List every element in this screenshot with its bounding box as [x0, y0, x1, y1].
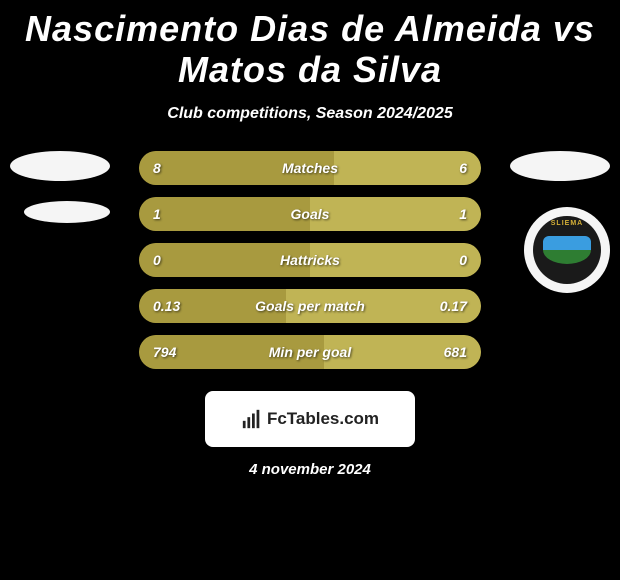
stat-value-right: 0 — [459, 252, 467, 268]
club-right-badge: SLIEMA — [533, 216, 601, 284]
stat-label: Min per goal — [269, 344, 351, 360]
subtitle: Club competitions, Season 2024/2025 — [0, 105, 620, 123]
stat-value-left: 1 — [153, 206, 161, 222]
stat-bar: 794 Min per goal 681 — [139, 335, 481, 369]
club-right-badge-holder: SLIEMA — [524, 207, 610, 293]
stat-value-right: 681 — [444, 344, 467, 360]
stat-value-left: 8 — [153, 160, 161, 176]
brand-badge[interactable]: FcTables.com — [205, 391, 415, 447]
stat-value-left: 0.13 — [153, 298, 180, 314]
brand-text: FcTables.com — [267, 409, 379, 429]
stat-label: Goals per match — [255, 298, 365, 314]
club-left-placeholder — [24, 201, 110, 223]
stat-bar: 8 Matches 6 — [139, 151, 481, 185]
stat-label: Matches — [282, 160, 338, 176]
player-right-avatar-placeholder — [510, 151, 610, 181]
player-left-avatar-placeholder — [10, 151, 110, 181]
club-right-name: SLIEMA — [551, 220, 583, 227]
stat-value-right: 1 — [459, 206, 467, 222]
stat-value-right: 0.17 — [440, 298, 467, 314]
date-label: 4 november 2024 — [0, 461, 620, 478]
stat-bars: 8 Matches 6 1 Goals 1 0 Hattricks 0 0.13 Goals per… — [139, 151, 481, 369]
stat-value-left: 794 — [153, 344, 176, 360]
stat-bar: 1 Goals 1 — [139, 197, 481, 231]
stat-label: Hattricks — [280, 252, 340, 268]
stat-bar-fill-right — [310, 197, 481, 231]
stat-bar-fill-left — [139, 197, 310, 231]
stat-label: Goals — [291, 206, 330, 222]
page-title: Nascimento Dias de Almeida vs Matos da S… — [0, 0, 620, 91]
stat-bar: 0 Hattricks 0 — [139, 243, 481, 277]
comparison-area: SLIEMA 8 Matches 6 1 Goals 1 0 Hattricks 0 0.13 Go… — [0, 151, 620, 369]
bars-icon — [241, 408, 263, 430]
stat-value-left: 0 — [153, 252, 161, 268]
stat-value-right: 6 — [459, 160, 467, 176]
stat-bar: 0.13 Goals per match 0.17 — [139, 289, 481, 323]
